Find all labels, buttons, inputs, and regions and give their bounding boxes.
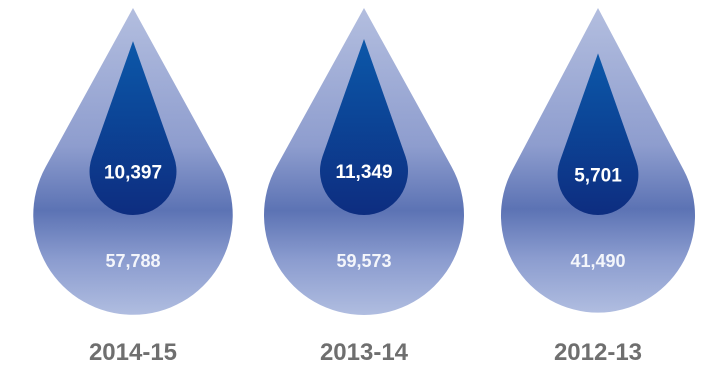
year-label: 2014-15 (89, 339, 177, 366)
inner-drop (320, 39, 408, 216)
inner-drop (89, 41, 177, 215)
drop-group-2014-15: 10,397 57,788 2014-15 (33, 8, 233, 366)
inner-value-label: 11,349 (335, 162, 392, 183)
outer-value-label: 41,490 (570, 251, 625, 271)
year-label: 2013-14 (320, 339, 409, 366)
inner-value-label: 10,397 (104, 163, 162, 184)
inner-value-label: 5,701 (574, 166, 622, 187)
outer-value-label: 59,573 (336, 251, 391, 271)
year-label: 2012-13 (554, 339, 642, 366)
drop-group-2012-13: 5,701 41,490 2012-13 (500, 8, 696, 366)
drop-group-2013-14: 11,349 59,573 2013-14 (263, 8, 465, 366)
outer-value-label: 57,788 (105, 251, 160, 271)
inner-drop (557, 53, 639, 216)
